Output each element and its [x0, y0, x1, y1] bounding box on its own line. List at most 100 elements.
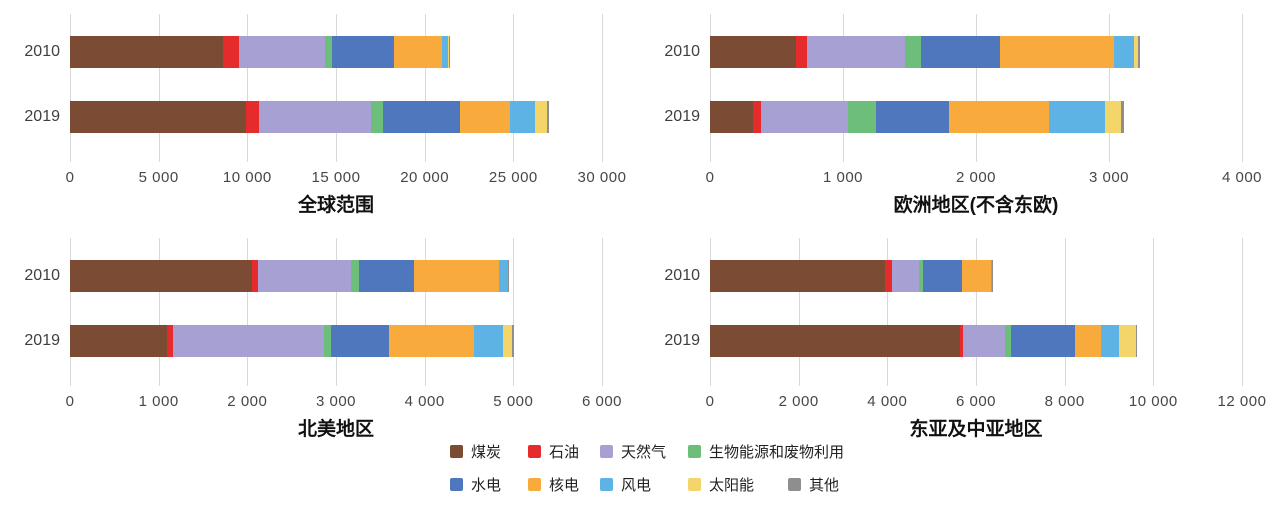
- x-tick-label: 6 000: [956, 393, 996, 410]
- x-tick-label: 30 000: [578, 169, 627, 186]
- chart-title: 全球范围: [70, 190, 602, 217]
- x-tick-label: 12 000: [1218, 393, 1267, 410]
- legend-item-wind: 风电: [600, 474, 688, 495]
- x-tick-label: 10 000: [223, 169, 272, 186]
- stacked-bar-2010: 2010: [710, 36, 1242, 68]
- chart-global: 2010 2019 0 5 000 10 000 15 000 20 000 25 000 3…: [8, 6, 633, 217]
- segment-other: [508, 260, 509, 292]
- x-tick-label: 20 000: [400, 169, 449, 186]
- chart-title: 东亚及中亚地区: [710, 414, 1242, 441]
- legend-item-bioenergy-waste: 生物能源和废物利用: [688, 441, 844, 462]
- segment-other: [1138, 36, 1141, 68]
- segment-other: [449, 36, 450, 68]
- legend-label: 太阳能: [709, 474, 754, 495]
- stacked-bar-2010: 2010: [70, 260, 602, 292]
- segment-bioenergy-waste: [324, 325, 332, 357]
- stacked-bar-2019: 2019: [70, 325, 602, 357]
- x-tick-label: 4 000: [1222, 169, 1262, 186]
- segment-natural-gas: [258, 260, 350, 292]
- legend-swatch-hydro: [450, 478, 463, 491]
- legend-swatch-other: [788, 478, 801, 491]
- legend-item-hydro: 水电: [450, 474, 528, 495]
- stacked-bar-2010: 2010: [70, 36, 602, 68]
- segment-coal: [70, 101, 246, 133]
- category-label: 2019: [8, 101, 60, 133]
- legend-label: 其他: [809, 474, 839, 495]
- segment-oil: [252, 260, 259, 292]
- category-label: 2010: [648, 36, 700, 68]
- segment-bioenergy-waste: [905, 36, 921, 68]
- stacked-bar-2019: 2019: [710, 101, 1242, 133]
- segment-coal: [70, 260, 252, 292]
- segment-natural-gas: [807, 36, 905, 68]
- segment-nuclear: [414, 260, 498, 292]
- gridline: [602, 238, 603, 386]
- legend-row-2: 水电核电风电太阳能其他: [450, 474, 844, 494]
- segment-wind: [474, 325, 503, 357]
- x-tick-label: 10 000: [1129, 393, 1178, 410]
- segment-oil: [753, 101, 761, 133]
- legend-item-other: 其他: [788, 474, 839, 495]
- legend-swatch-oil: [528, 445, 541, 458]
- segment-hydro: [331, 325, 389, 357]
- gridline: [602, 14, 603, 162]
- x-tick-label: 1 000: [823, 169, 863, 186]
- chart-title: 北美地区: [70, 414, 602, 441]
- stacked-bar-2019: 2019: [710, 325, 1242, 357]
- segment-wind: [1049, 101, 1105, 133]
- legend: 煤炭石油天然气生物能源和废物利用 水电核电风电太阳能其他: [450, 441, 844, 507]
- segment-hydro: [332, 36, 393, 68]
- x-tick-label: 25 000: [489, 169, 538, 186]
- legend-item-natural-gas: 天然气: [600, 441, 688, 462]
- segment-oil: [223, 36, 240, 68]
- legend-row-1: 煤炭石油天然气生物能源和废物利用: [450, 441, 844, 461]
- segment-nuclear: [962, 260, 990, 292]
- segment-natural-gas: [239, 36, 325, 68]
- segment-bioenergy-waste: [325, 36, 332, 68]
- segment-wind: [499, 260, 508, 292]
- legend-swatch-nuclear: [528, 478, 541, 491]
- x-tick-label: 5 000: [493, 393, 533, 410]
- segment-coal: [710, 36, 796, 68]
- gridline: [1242, 238, 1243, 386]
- segment-hydro: [876, 101, 949, 133]
- gridline: [1242, 14, 1243, 162]
- x-tick-label: 0: [66, 169, 75, 186]
- segment-wind: [1101, 325, 1119, 357]
- plot-area: 2010 2019: [70, 6, 602, 162]
- x-tick-label: 2 000: [227, 393, 267, 410]
- category-label: 2019: [8, 325, 60, 357]
- x-tick-label: 8 000: [1045, 393, 1085, 410]
- segment-solar: [503, 325, 513, 357]
- chart-title: 欧洲地区(不含东欧): [710, 190, 1242, 217]
- plot-area: 2010 2019: [710, 6, 1242, 162]
- x-tick-label: 3 000: [316, 393, 356, 410]
- legend-swatch-bioenergy-waste: [688, 445, 701, 458]
- legend-label: 石油: [549, 441, 579, 462]
- segment-coal: [710, 260, 885, 292]
- segment-wind: [510, 101, 535, 133]
- x-tick-label: 4 000: [405, 393, 445, 410]
- legend-swatch-coal: [450, 445, 463, 458]
- x-tick-label: 5 000: [139, 169, 179, 186]
- segment-hydro: [921, 36, 999, 68]
- legend-swatch-wind: [600, 478, 613, 491]
- category-label: 2010: [8, 36, 60, 68]
- segment-natural-gas: [173, 325, 324, 357]
- segment-other: [512, 325, 513, 357]
- stacked-bar-2019: 2019: [70, 101, 602, 133]
- x-tick-label: 15 000: [312, 169, 361, 186]
- x-tick-label: 1 000: [139, 393, 179, 410]
- x-tick-label: 6 000: [582, 393, 622, 410]
- segment-hydro: [1011, 325, 1076, 357]
- legend-swatch-natural-gas: [600, 445, 613, 458]
- segment-nuclear: [394, 36, 443, 68]
- segment-oil: [885, 260, 892, 292]
- category-label: 2010: [8, 260, 60, 292]
- segment-wind: [1114, 36, 1134, 68]
